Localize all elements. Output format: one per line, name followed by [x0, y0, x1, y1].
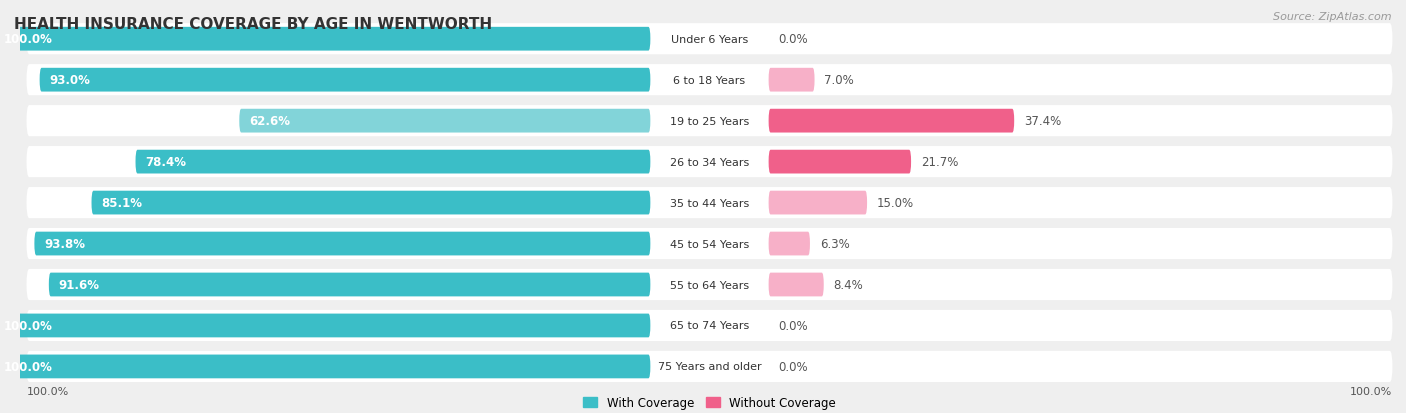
Text: 100.0%: 100.0% [3, 319, 52, 332]
FancyBboxPatch shape [27, 106, 1392, 137]
Text: 65 to 74 Years: 65 to 74 Years [669, 320, 749, 331]
FancyBboxPatch shape [27, 24, 1392, 55]
Text: 7.0%: 7.0% [824, 74, 855, 87]
FancyBboxPatch shape [27, 147, 1392, 178]
FancyBboxPatch shape [769, 109, 1014, 133]
Text: 62.6%: 62.6% [249, 115, 290, 128]
FancyBboxPatch shape [0, 314, 651, 337]
FancyBboxPatch shape [769, 273, 824, 297]
FancyBboxPatch shape [27, 351, 1392, 382]
Text: 93.0%: 93.0% [49, 74, 90, 87]
Text: 91.6%: 91.6% [59, 278, 100, 291]
Text: 55 to 64 Years: 55 to 64 Years [669, 280, 749, 290]
Text: HEALTH INSURANCE COVERAGE BY AGE IN WENTWORTH: HEALTH INSURANCE COVERAGE BY AGE IN WENT… [14, 17, 492, 31]
FancyBboxPatch shape [27, 310, 1392, 341]
FancyBboxPatch shape [0, 355, 651, 378]
FancyBboxPatch shape [239, 109, 651, 133]
FancyBboxPatch shape [769, 150, 911, 174]
Text: 75 Years and older: 75 Years and older [658, 361, 761, 372]
Text: 0.0%: 0.0% [779, 33, 808, 46]
Text: 6.3%: 6.3% [820, 237, 849, 250]
Text: 0.0%: 0.0% [779, 319, 808, 332]
Text: 26 to 34 Years: 26 to 34 Years [669, 157, 749, 167]
Text: 8.4%: 8.4% [834, 278, 863, 291]
FancyBboxPatch shape [91, 191, 651, 215]
FancyBboxPatch shape [27, 269, 1392, 300]
Text: 100.0%: 100.0% [1350, 386, 1392, 396]
Text: 15.0%: 15.0% [877, 197, 914, 209]
FancyBboxPatch shape [135, 150, 651, 174]
Text: Under 6 Years: Under 6 Years [671, 35, 748, 45]
FancyBboxPatch shape [27, 228, 1392, 259]
FancyBboxPatch shape [769, 69, 814, 93]
FancyBboxPatch shape [39, 69, 651, 93]
Text: 100.0%: 100.0% [3, 33, 52, 46]
FancyBboxPatch shape [27, 65, 1392, 96]
FancyBboxPatch shape [34, 232, 651, 256]
Text: 93.8%: 93.8% [44, 237, 86, 250]
Text: 0.0%: 0.0% [779, 360, 808, 373]
Text: 100.0%: 100.0% [27, 386, 69, 396]
Legend: With Coverage, Without Coverage: With Coverage, Without Coverage [583, 396, 837, 409]
Text: 35 to 44 Years: 35 to 44 Years [669, 198, 749, 208]
FancyBboxPatch shape [27, 188, 1392, 218]
Text: 45 to 54 Years: 45 to 54 Years [669, 239, 749, 249]
Text: 37.4%: 37.4% [1024, 115, 1062, 128]
Text: Source: ZipAtlas.com: Source: ZipAtlas.com [1274, 12, 1392, 22]
FancyBboxPatch shape [769, 232, 810, 256]
FancyBboxPatch shape [49, 273, 651, 297]
Text: 21.7%: 21.7% [921, 156, 959, 169]
FancyBboxPatch shape [0, 28, 651, 52]
FancyBboxPatch shape [769, 191, 868, 215]
Text: 85.1%: 85.1% [101, 197, 142, 209]
Text: 78.4%: 78.4% [145, 156, 187, 169]
Text: 19 to 25 Years: 19 to 25 Years [669, 116, 749, 126]
Text: 6 to 18 Years: 6 to 18 Years [673, 76, 745, 85]
Text: 100.0%: 100.0% [3, 360, 52, 373]
